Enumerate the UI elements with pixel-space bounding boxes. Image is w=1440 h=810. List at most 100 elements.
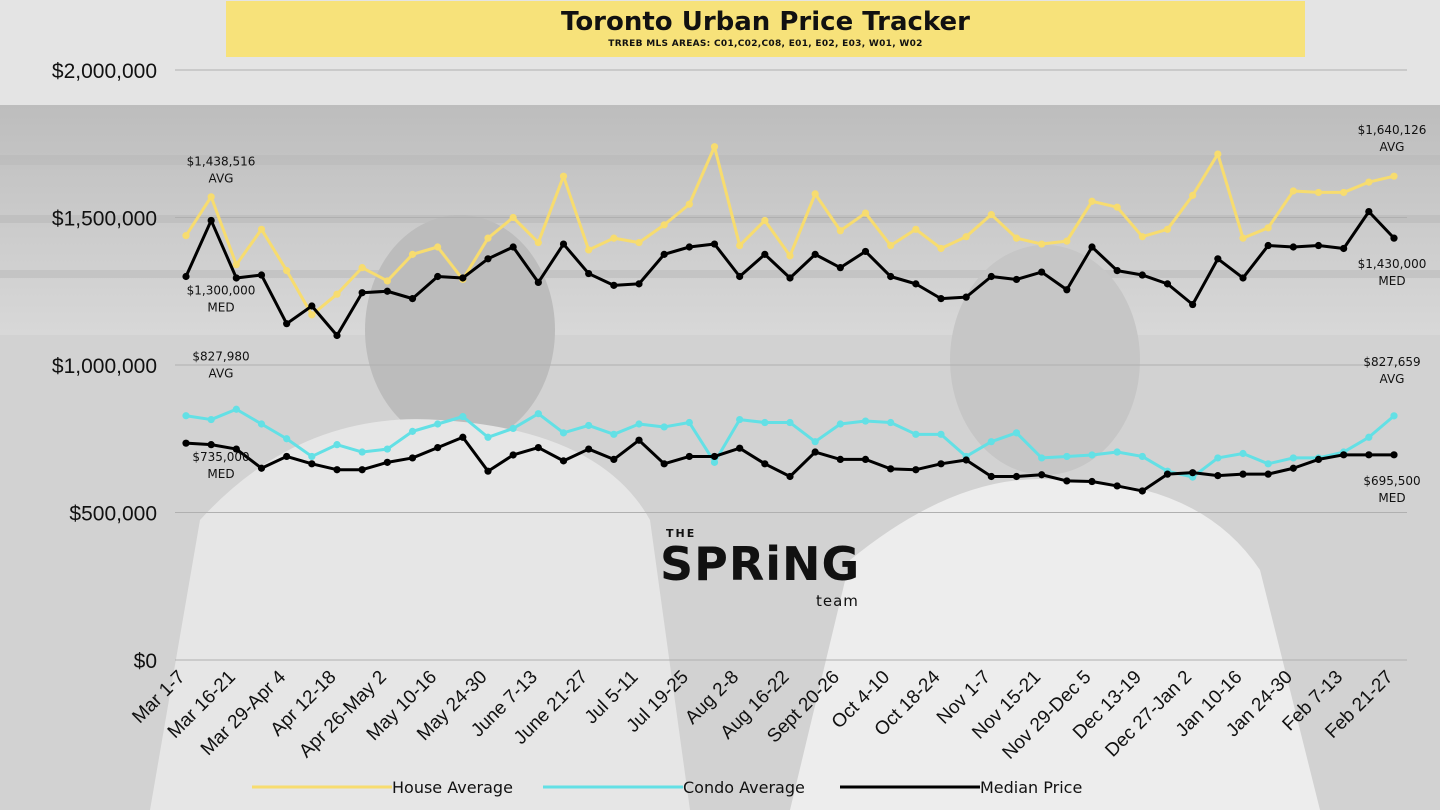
legend-label: House Average	[392, 778, 513, 797]
data-point	[585, 421, 593, 430]
data-point	[509, 424, 517, 433]
data-point	[660, 423, 668, 431]
data-point	[434, 420, 442, 428]
data-point	[861, 417, 870, 425]
data-point	[484, 467, 492, 475]
data-point	[1063, 237, 1071, 245]
data-point	[1038, 454, 1046, 462]
data-point	[912, 430, 920, 438]
data-point	[1214, 255, 1222, 263]
data-point	[1340, 244, 1348, 253]
data-point	[912, 280, 920, 288]
data-point	[308, 460, 316, 468]
legend-label: Median Price	[980, 778, 1082, 797]
data-point	[1012, 234, 1021, 242]
chart-subtitle: TRREB MLS AREAS: C01,C02,C08, E01, E02, …	[608, 39, 923, 49]
data-point	[1365, 433, 1373, 441]
data-point	[585, 246, 593, 254]
data-point	[987, 438, 995, 446]
data-point	[509, 243, 517, 251]
data-point	[1113, 267, 1121, 275]
data-point	[660, 221, 668, 229]
data-point	[861, 247, 870, 256]
data-point	[585, 269, 593, 278]
data-point	[308, 302, 316, 310]
data-point	[333, 441, 341, 449]
data-point	[962, 293, 970, 301]
data-point	[1012, 429, 1021, 437]
series-line	[184, 210, 1396, 337]
data-point	[283, 267, 291, 275]
data-point	[484, 433, 492, 441]
data-point	[736, 241, 744, 250]
data-point	[1314, 188, 1323, 197]
data-point	[1038, 240, 1046, 248]
data-point	[383, 458, 391, 466]
data-point	[1390, 234, 1398, 242]
data-point	[383, 277, 391, 285]
data-point	[786, 274, 794, 282]
annotation-label: AVG	[209, 367, 234, 381]
data-point	[408, 454, 417, 462]
data-point	[761, 250, 769, 258]
data-point	[1264, 224, 1272, 232]
data-point	[383, 287, 391, 295]
data-point	[610, 455, 618, 463]
y-tick-label: $1,500,000	[52, 208, 157, 231]
data-point	[1113, 448, 1121, 456]
data-point	[685, 452, 693, 461]
data-point	[308, 311, 316, 319]
data-point	[987, 210, 995, 219]
data-point	[1314, 455, 1323, 463]
data-point	[710, 452, 719, 461]
data-point	[459, 413, 467, 421]
data-point	[1189, 191, 1197, 199]
data-point	[1340, 451, 1348, 459]
annotation-label: AVG	[209, 172, 234, 186]
data-point	[1390, 412, 1398, 420]
data-point	[182, 232, 190, 240]
title-banner: Toronto Urban Price Tracker TRREB MLS AR…	[226, 1, 1305, 57]
data-point	[383, 445, 391, 453]
data-point	[786, 472, 794, 481]
data-point	[1289, 243, 1297, 251]
data-point	[182, 439, 190, 447]
data-point	[1163, 280, 1172, 288]
data-point	[861, 209, 870, 217]
data-point	[358, 466, 366, 474]
data-point	[182, 412, 190, 420]
data-point	[207, 193, 215, 201]
data-point	[459, 433, 467, 441]
data-point	[534, 278, 542, 286]
data-point	[1063, 477, 1071, 485]
data-point	[257, 271, 266, 279]
data-point	[333, 466, 341, 474]
annotation-value: $1,300,000	[187, 284, 256, 298]
y-tick-label: $2,000,000	[52, 60, 157, 83]
data-point	[610, 430, 618, 438]
data-point	[1138, 271, 1146, 279]
annotation-value: $827,980	[192, 350, 249, 364]
data-point	[408, 250, 417, 258]
data-point	[408, 295, 417, 303]
data-point	[836, 227, 844, 235]
data-point	[283, 320, 291, 328]
data-point	[1038, 471, 1046, 479]
annotation-value: $827,659	[1363, 355, 1420, 369]
data-point	[459, 274, 467, 282]
data-point	[1012, 472, 1021, 481]
data-point	[786, 252, 794, 260]
data-point	[358, 289, 366, 297]
data-point	[534, 238, 542, 247]
annotation-label: MED	[1378, 491, 1405, 505]
series-line	[185, 435, 1394, 493]
y-tick-label: $500,000	[69, 503, 157, 526]
series-line	[184, 145, 1395, 317]
data-point	[937, 295, 945, 303]
data-point	[1138, 487, 1146, 495]
annotation-value: $1,430,000	[1358, 257, 1427, 271]
data-point	[232, 261, 240, 269]
data-point	[1063, 452, 1071, 461]
data-point	[484, 234, 492, 242]
data-point	[358, 448, 366, 456]
